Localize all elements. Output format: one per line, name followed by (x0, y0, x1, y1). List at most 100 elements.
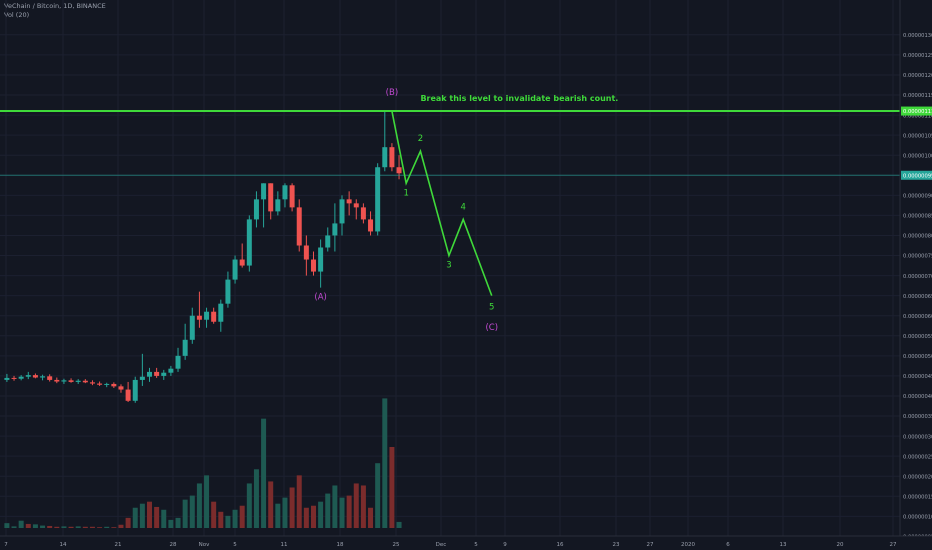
candle-body (104, 383, 110, 385)
volume-bar (40, 525, 46, 528)
candle-body (232, 259, 238, 280)
wave-label: (C) (485, 323, 498, 333)
current-price-tag (901, 170, 932, 180)
candle-body (396, 167, 402, 174)
y-tick-label: 0.00000055 (903, 334, 932, 340)
candle-body (225, 279, 231, 304)
y-tick-label: 0.00000035 (903, 414, 932, 420)
candle-body (11, 377, 17, 379)
volume-bar (339, 497, 345, 528)
candle-body (275, 199, 281, 212)
volume-bar (296, 475, 302, 528)
candle-body (282, 185, 288, 200)
x-tick-label: 23 (613, 542, 620, 548)
price-tag-text: 0.00000095 (903, 173, 932, 179)
candle-body (310, 259, 316, 272)
y-tick-label: 0.00000120 (903, 73, 932, 79)
volume-bar (68, 526, 74, 528)
x-tick-label: 16 (557, 542, 564, 548)
volume-bar (139, 503, 145, 528)
candle-body (325, 235, 331, 248)
candle-body (268, 183, 274, 212)
x-tick-label: 11 (281, 542, 288, 548)
volume-bar (182, 499, 188, 528)
volume-bar (82, 526, 88, 528)
volume-bar (382, 398, 388, 528)
x-tick-label: 28 (170, 542, 177, 548)
y-tick-label: 0.00000115 (903, 93, 932, 99)
volume-bar (32, 524, 38, 528)
impulse-label: 1 (403, 188, 408, 198)
candle-body (253, 199, 259, 220)
volume-indicator-label[interactable]: Vol (20) (4, 11, 30, 19)
volume-bar (246, 483, 252, 528)
candle-body (61, 380, 67, 382)
volume-bar (204, 475, 210, 528)
x-tick-label: 9 (503, 542, 507, 548)
volume-bar (318, 501, 324, 528)
volume-bar (75, 526, 81, 528)
candle-body (368, 219, 374, 232)
y-tick-label: 0.00000040 (903, 394, 932, 400)
wave-label: (B) (386, 88, 398, 98)
candle-body (239, 259, 245, 266)
volume-bar (211, 501, 217, 528)
candle-body (346, 199, 352, 204)
volume-bar (97, 527, 103, 528)
y-tick-label: 0.00000045 (903, 374, 932, 380)
candle-body (318, 247, 324, 272)
volume-bar (18, 520, 24, 528)
x-tick-label: 2020 (681, 542, 695, 548)
y-tick-label: 0.00000050 (903, 354, 932, 360)
candle-body (353, 203, 359, 208)
candle-body (339, 199, 345, 224)
candle-body (75, 380, 81, 382)
volume-bar (261, 418, 267, 528)
candle-body (147, 371, 152, 377)
volume-bar (111, 527, 117, 528)
impulse-label: 5 (489, 303, 494, 313)
impulse-label: 3 (446, 261, 451, 271)
candle-body (182, 339, 188, 356)
volume-bar (196, 483, 202, 528)
y-tick-label: 0.00000080 (903, 234, 932, 240)
candle-body (32, 375, 38, 378)
x-tick-label: 6 (726, 542, 730, 548)
y-tick-label: 0.00000060 (903, 314, 932, 320)
volume-bar (189, 495, 195, 528)
impulse-label: 4 (461, 202, 466, 212)
y-tick-label: 0.00000030 (903, 434, 932, 440)
y-tick-label: 0.00000070 (903, 274, 932, 280)
volume-bar (239, 505, 245, 528)
wave-projection-line (391, 110, 493, 296)
x-tick-label: Dec (436, 542, 447, 548)
volume-bar (268, 481, 274, 528)
volume-bar (125, 517, 131, 528)
y-tick-label: 0.00000125 (903, 53, 932, 59)
volume-bar (346, 495, 352, 528)
volume-bar (154, 506, 160, 528)
invalidation-note: Break this level to invalidate bearish c… (420, 94, 618, 103)
volume-bar (225, 515, 231, 528)
candle-body (168, 368, 174, 373)
candle-body (196, 315, 202, 320)
x-tick-label: 21 (115, 542, 122, 548)
x-tick-label: 13 (780, 542, 787, 548)
y-tick-label: 0.00000020 (903, 474, 932, 480)
candle-body (97, 383, 103, 385)
x-tick-label: 18 (337, 542, 344, 548)
y-tick-label: 0.00000110 (903, 113, 932, 119)
candle-body (25, 375, 31, 377)
volume-bar (168, 519, 174, 528)
candle-body (68, 380, 74, 382)
wave-label: (A) (314, 293, 326, 303)
symbol-title[interactable]: VeChain / Bitcoin, 1D, BINANCE (4, 2, 106, 10)
candle-body (189, 315, 195, 340)
candle-body (332, 223, 338, 236)
impulse-label: 2 (418, 134, 423, 144)
x-tick-label: 14 (60, 542, 67, 548)
volume-bar (175, 517, 181, 528)
x-tick-label: 5 (233, 542, 237, 548)
candle-body (4, 377, 10, 380)
